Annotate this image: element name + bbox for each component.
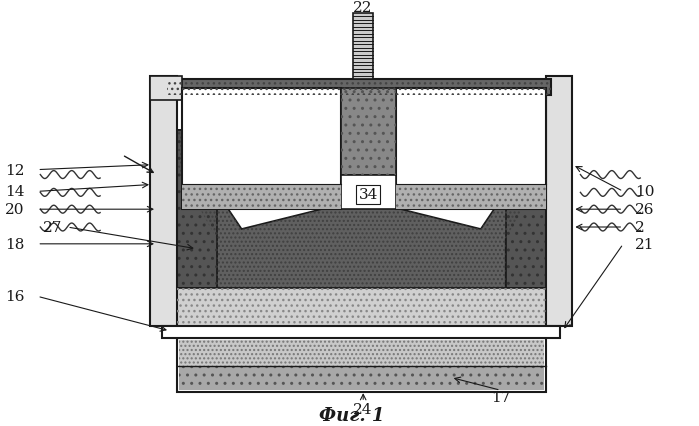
Text: 34: 34 — [359, 188, 378, 202]
Bar — [505, 131, 545, 289]
Text: 20: 20 — [5, 203, 24, 217]
Bar — [150, 76, 177, 326]
Bar — [341, 89, 396, 175]
Text: 14: 14 — [5, 185, 24, 199]
Bar — [177, 289, 545, 326]
Bar — [179, 366, 544, 390]
Text: 18: 18 — [5, 237, 24, 251]
Text: 12: 12 — [5, 163, 24, 177]
Bar — [177, 131, 217, 289]
Bar — [182, 185, 341, 210]
Bar — [182, 89, 341, 210]
Text: 26: 26 — [635, 203, 655, 217]
Bar — [341, 89, 396, 175]
Bar — [150, 76, 182, 101]
Bar — [179, 366, 544, 390]
Text: 10: 10 — [635, 185, 655, 199]
Bar — [167, 79, 551, 96]
Bar — [545, 76, 572, 326]
Bar — [341, 175, 396, 210]
Bar — [396, 185, 545, 210]
Bar — [167, 79, 551, 96]
Bar — [177, 338, 545, 392]
Text: 16: 16 — [5, 290, 24, 304]
Text: 2: 2 — [635, 221, 645, 234]
Text: 22: 22 — [354, 1, 373, 15]
Bar — [179, 340, 544, 366]
Text: 24: 24 — [354, 402, 373, 416]
Bar — [505, 131, 545, 289]
Bar — [177, 289, 545, 326]
Text: Фиг. 1: Фиг. 1 — [319, 406, 384, 424]
Bar — [353, 14, 373, 79]
Bar — [396, 89, 545, 210]
Bar — [182, 185, 341, 210]
Bar — [179, 340, 544, 366]
Bar — [396, 185, 545, 210]
Bar — [177, 131, 217, 289]
Text: 21: 21 — [635, 237, 655, 251]
Text: 17: 17 — [491, 390, 510, 404]
Bar — [162, 326, 561, 338]
Text: 27: 27 — [43, 221, 62, 234]
Polygon shape — [177, 131, 545, 289]
